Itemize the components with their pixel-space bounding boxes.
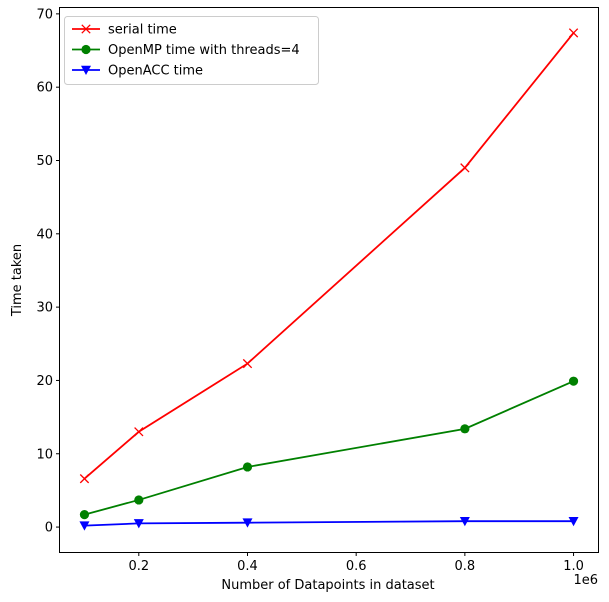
- data-point-2-3: [459, 516, 470, 527]
- legend-label-2: OpenACC time: [108, 64, 203, 79]
- data-point-0-0: [79, 474, 90, 484]
- y-tick-label: 40: [36, 227, 53, 242]
- y-tick-label: 50: [36, 154, 53, 169]
- legend-marker-0: [81, 24, 91, 34]
- plot-frame: [59, 7, 599, 553]
- legend-marker-1: [81, 44, 91, 55]
- legend-marker-2: [81, 65, 91, 75]
- data-point-2-0: [79, 521, 90, 531]
- x-tick-label: 0.8: [455, 559, 476, 574]
- data-point-1-2: [242, 462, 253, 472]
- x-axis-offset-label: 1e6: [573, 573, 598, 588]
- legend: serial time OpenMP time with threads=4 Ope…: [64, 16, 319, 85]
- data-point-2-4: [568, 516, 579, 527]
- x-tick-label: 0.6: [346, 559, 367, 574]
- y-tick-label: 60: [36, 81, 53, 96]
- x-tick-label: 0.2: [128, 559, 149, 574]
- data-point-1-1: [134, 495, 144, 505]
- data-point-1-4: [568, 376, 579, 386]
- x-tick-label: 1.0: [563, 559, 584, 574]
- x-tick-label: 0.4: [237, 559, 258, 574]
- data-point-0-3: [460, 163, 470, 173]
- y-tick-label: 0: [45, 521, 53, 536]
- x-axis-label: Number of Datapoints in dataset: [221, 578, 434, 593]
- plot-marks: [79, 28, 579, 531]
- data-point-0-1: [134, 427, 144, 437]
- data-point-1-0: [79, 510, 90, 520]
- y-tick-label: 30: [36, 301, 53, 316]
- data-point-2-2: [242, 518, 253, 528]
- x-axis-ticks: 0.2 0.4 0.6 0.8 1.0: [128, 552, 584, 574]
- data-point-1-3: [460, 424, 470, 434]
- y-tick-label: 10: [36, 447, 53, 462]
- legend-box: [64, 16, 319, 85]
- legend-label-1: OpenMP time with threads=4: [108, 43, 300, 58]
- y-axis-ticks: 0 10 20 30 40 50 60 70: [36, 7, 60, 536]
- legend-label-0: serial time: [108, 23, 177, 38]
- data-point-0-2: [242, 358, 253, 369]
- y-tick-label: 20: [36, 374, 53, 389]
- y-axis-label: Time taken: [10, 244, 25, 317]
- data-point-2-1: [133, 519, 144, 529]
- data-point-0-4: [568, 28, 579, 38]
- y-tick-label: 70: [36, 7, 53, 22]
